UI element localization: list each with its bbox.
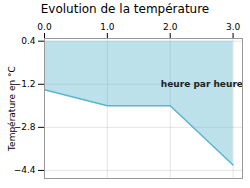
svg-text:2.0: 2.0: [163, 22, 178, 32]
svg-text:0.4: 0.4: [21, 36, 36, 46]
html-text:Evolution de la température: Evolution de la température: [40, 2, 210, 16]
svg-text:−4.4: −4.4: [14, 165, 36, 175]
svg-text:−2.8: −2.8: [14, 122, 36, 132]
svg-text:1.0: 1.0: [100, 22, 115, 32]
svg-text:Température en °C: Température en °C: [7, 66, 17, 152]
svg-text:0.0: 0.0: [37, 22, 52, 32]
svg-text:−1.2: −1.2: [14, 79, 36, 89]
svg-text:3.0: 3.0: [226, 22, 241, 32]
svg-text:heure par heure: heure par heure: [161, 79, 243, 89]
